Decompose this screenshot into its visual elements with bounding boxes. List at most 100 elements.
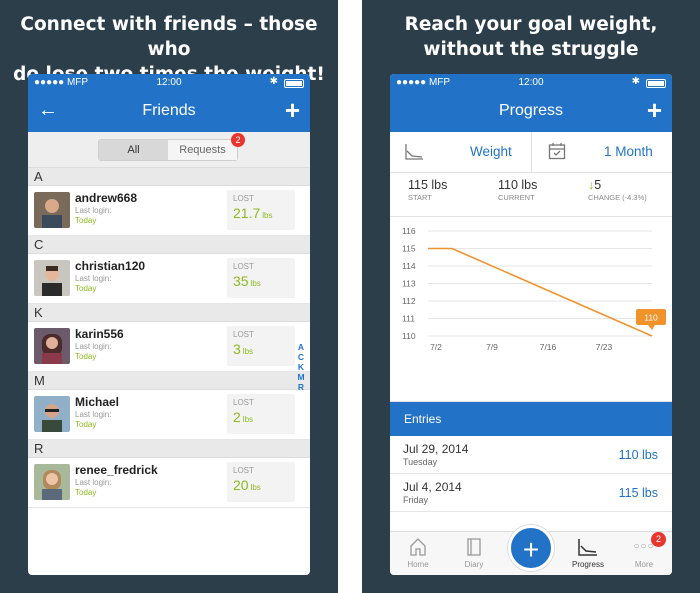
section-header: C <box>28 236 310 254</box>
index-letter[interactable]: A <box>297 342 305 352</box>
index-letter[interactable]: C <box>297 352 305 362</box>
last-login-value: Today <box>75 420 97 429</box>
progress-phone-screen: ●●●●● MFP 12:00 ✱ Progress + Weight 1 M <box>390 74 672 575</box>
series-line <box>428 247 653 337</box>
lost-box: LOST 20 lbs <box>227 462 295 502</box>
tab-home-label: Home <box>407 560 429 569</box>
lost-value: 2 lbs <box>233 409 253 425</box>
carrier-label: ●●●●● MFP <box>396 77 451 88</box>
start-value: 115 lbs <box>408 178 448 192</box>
more-dots-icon: ○○○ <box>633 541 655 552</box>
calendar-icon <box>548 143 566 160</box>
back-arrow-icon[interactable]: ← <box>38 99 58 121</box>
progress-nav-bar: Progress + <box>390 92 672 132</box>
tab-home[interactable]: Home <box>390 536 446 569</box>
lost-value: 35 lbs <box>233 273 261 289</box>
home-icon <box>410 538 426 556</box>
x-tick-label: 7/23 <box>596 342 613 352</box>
index-letter[interactable]: K <box>297 362 305 372</box>
change-label: CHANGE (-4.3%) <box>588 193 647 202</box>
current-stat: 110 lbs CURRENT <box>498 178 537 202</box>
battery-icon <box>284 79 304 88</box>
friend-row[interactable]: Michael Last login: Today LOST 2 lbs <box>28 390 310 440</box>
battery-icon <box>646 79 666 88</box>
add-friend-button[interactable]: + <box>284 95 300 125</box>
friend-row[interactable]: christian120 Last login: Today LOST 35 lb… <box>28 254 310 304</box>
y-tick-label: 112 <box>402 296 416 306</box>
friend-row[interactable]: andrew668 Last login: Today LOST 21.7 lbs <box>28 186 310 236</box>
y-tick-label: 116 <box>402 226 416 236</box>
metric-selector[interactable]: Weight <box>470 144 512 159</box>
lost-unit: lbs <box>262 211 273 220</box>
lost-box: LOST 21.7 lbs <box>227 190 295 230</box>
segment-control-bar: All Requests 2 <box>28 132 310 168</box>
lost-label: LOST <box>233 398 254 407</box>
lost-unit: lbs <box>250 483 261 492</box>
tab-more[interactable]: ○○○ More 2 <box>616 532 672 569</box>
avatar <box>34 192 70 228</box>
alphabet-index[interactable]: A C K M R <box>296 342 306 392</box>
entry-row[interactable]: Jul 29, 2014 Tuesday 110 lbs <box>390 436 672 474</box>
avatar <box>34 328 70 364</box>
page-title: Progress <box>498 102 564 119</box>
requests-badge: 2 <box>231 133 245 147</box>
change-stat: ↓5 CHANGE (-4.3%) <box>588 178 647 202</box>
entries-header: Entries <box>390 402 672 436</box>
tab-progress[interactable]: Progress <box>560 536 616 569</box>
start-label: START <box>408 193 432 202</box>
filter-divider <box>531 132 532 172</box>
friend-row[interactable]: karin556 Last login: Today LOST 3 lbs <box>28 322 310 372</box>
bluetooth-icon: ✱ <box>269 76 278 87</box>
start-stat: 115 lbs START <box>408 178 447 202</box>
right-headline-line2: without the struggle <box>423 39 639 60</box>
x-tick-label: 7/2 <box>430 342 442 352</box>
range-selector[interactable]: 1 Month <box>604 144 653 159</box>
friend-name: karin556 <box>75 327 124 341</box>
friend-row[interactable]: renee_fredrick Last login: Today LOST 20… <box>28 458 310 508</box>
tab-diary[interactable]: Diary <box>446 536 502 569</box>
friend-name: Michael <box>75 395 120 409</box>
add-entry-button[interactable]: + <box>646 95 662 125</box>
last-login-label: Last login: <box>75 274 112 283</box>
lost-box: LOST 3 lbs <box>227 326 295 366</box>
last-login-label: Last login: <box>75 206 112 215</box>
x-tick-label: 7/9 <box>486 342 498 352</box>
avatar <box>34 464 70 500</box>
change-number: 5 <box>594 178 602 192</box>
friend-list: A andrew668 Last login: Today LOST 21.7 l… <box>28 168 310 508</box>
last-login-value: Today <box>75 352 97 361</box>
last-login-label: Last login: <box>75 342 112 351</box>
down-arrow-icon: ↓ <box>588 178 595 192</box>
index-letter[interactable]: M <box>297 372 305 382</box>
index-letter[interactable]: R <box>297 382 305 392</box>
entry-date: Jul 29, 2014 <box>403 442 469 456</box>
section-header: A <box>28 168 310 186</box>
entry-day: Tuesday <box>403 457 438 467</box>
tab-all[interactable]: All <box>99 140 168 160</box>
lost-number: 35 <box>233 273 249 289</box>
friends-phone-screen: ●●●●● MFP 12:00 ✱ ← Friends + All Reques… <box>28 74 310 575</box>
current-label: CURRENT <box>498 193 535 202</box>
lost-number: 20 <box>233 477 249 493</box>
y-tick-label: 111 <box>402 314 415 324</box>
last-login-value: Today <box>75 284 97 293</box>
page-title: Friends <box>142 102 196 119</box>
quick-add-button[interactable]: + <box>508 525 554 571</box>
y-tick-label: 115 <box>402 244 416 254</box>
tab-progress-label: Progress <box>571 560 604 569</box>
lost-value: 20 lbs <box>233 477 261 493</box>
entry-day: Friday <box>403 495 429 505</box>
x-tick-label: 7/16 <box>540 342 557 352</box>
current-value: 110 lbs <box>498 178 538 192</box>
right-promo-panel: Reach your goal weight, without the stru… <box>362 0 700 593</box>
lost-label: LOST <box>233 466 254 475</box>
friend-name: renee_fredrick <box>75 463 158 477</box>
clock-label: 12:00 <box>156 77 182 88</box>
left-promo-panel: Connect with friends – those who do lose… <box>0 0 338 593</box>
stats-row: 115 lbs START 110 lbs CURRENT ↓5 CHANGE … <box>390 173 672 217</box>
last-login-label: Last login: <box>75 410 112 419</box>
entry-weight: 110 lbs <box>618 448 658 462</box>
tab-requests[interactable]: Requests <box>168 140 237 160</box>
tab-diary-label: Diary <box>464 560 484 569</box>
entry-row[interactable]: Jul 4, 2014 Friday 115 lbs <box>390 474 672 512</box>
